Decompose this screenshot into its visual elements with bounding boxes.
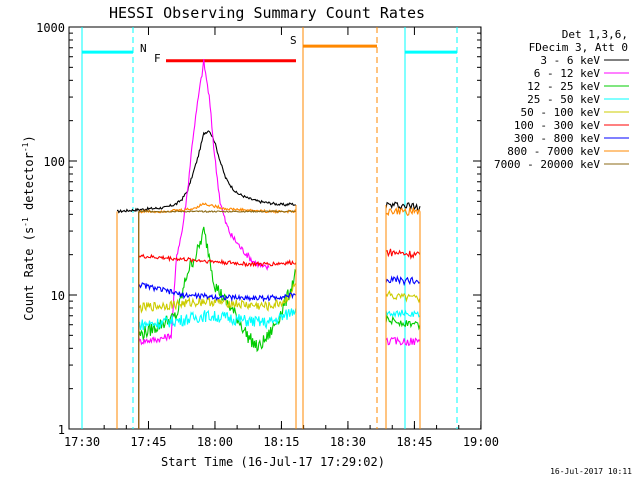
legend-label: 800 - 7000 keV [507,145,600,158]
saa-label: S [290,34,297,47]
series-group [116,58,421,429]
x-tick-label: 18:30 [330,435,366,449]
legend-label: 3 - 6 keV [540,54,600,67]
series-line [138,253,297,268]
x-tick-label: 18:15 [263,435,299,449]
series-line-after-gap [385,201,421,211]
x-tick-label: 17:30 [64,435,100,449]
night-label: N [140,42,147,55]
series-line [138,282,297,303]
axis-ticks: 17:30 17:45 18:00 18:15 18:30 18:45 19:00 1 10 10… [36,21,499,449]
y-tick-label: 10 [51,289,65,303]
y-axis-label-sup1: -1 [21,217,30,227]
series-line [138,58,270,346]
series-line [138,307,297,331]
x-tick-label: 18:00 [197,435,233,449]
y-axis-label-end: ) [22,135,36,142]
y-axis-label: Count Rate (s-1 detector-1) [21,135,36,320]
legend-label: 300 - 800 keV [514,132,600,145]
legend-header: FDecim 3, Att 0 [529,41,628,54]
series-line-after-gap [385,207,421,217]
flare-label: F [154,52,161,65]
series-line-after-gap [385,274,421,287]
y-tick-label: 100 [43,155,65,169]
legend-label: 7000 - 20000 keV [494,158,600,171]
x-tick-label: 17:45 [130,435,166,449]
y-axis-label-mid: detector [22,152,36,217]
legend-header: Det 1,3,6, [562,28,628,41]
series-line-after-gap [385,289,421,304]
x-axis-label: Start Time (16-Jul-17 17:29:02) [161,455,385,469]
x-tick-label: 18:45 [396,435,432,449]
series-line-after-gap [385,314,421,331]
y-tick-label: 1 [58,423,65,437]
y-axis-label-sup2: -1 [21,142,30,152]
plot-frame [68,26,482,430]
x-tick-label: 19:00 [463,435,499,449]
timestamp: 16-Jul-2017 10:11 [550,467,632,476]
legend-label: 100 - 300 keV [514,119,600,132]
chart-title: HESSI Observing Summary Count Rates [109,4,425,22]
series-line [138,209,297,213]
series-line [116,130,297,214]
series-line-after-gap [385,248,421,260]
legend-label: 12 - 25 keV [527,80,600,93]
mode-annotations: NF S [81,27,458,429]
legend-label: 25 - 50 keV [527,93,600,106]
series-line-after-gap [385,308,421,318]
legend-label: 50 - 100 keV [521,106,601,119]
series-line [138,202,297,215]
series-line [138,226,297,353]
series-line-after-gap [385,336,421,347]
y-axis-label-main: Count Rate (s [22,227,36,321]
legend-label: 6 - 12 keV [534,67,601,80]
y-tick-label: 1000 [36,21,65,35]
